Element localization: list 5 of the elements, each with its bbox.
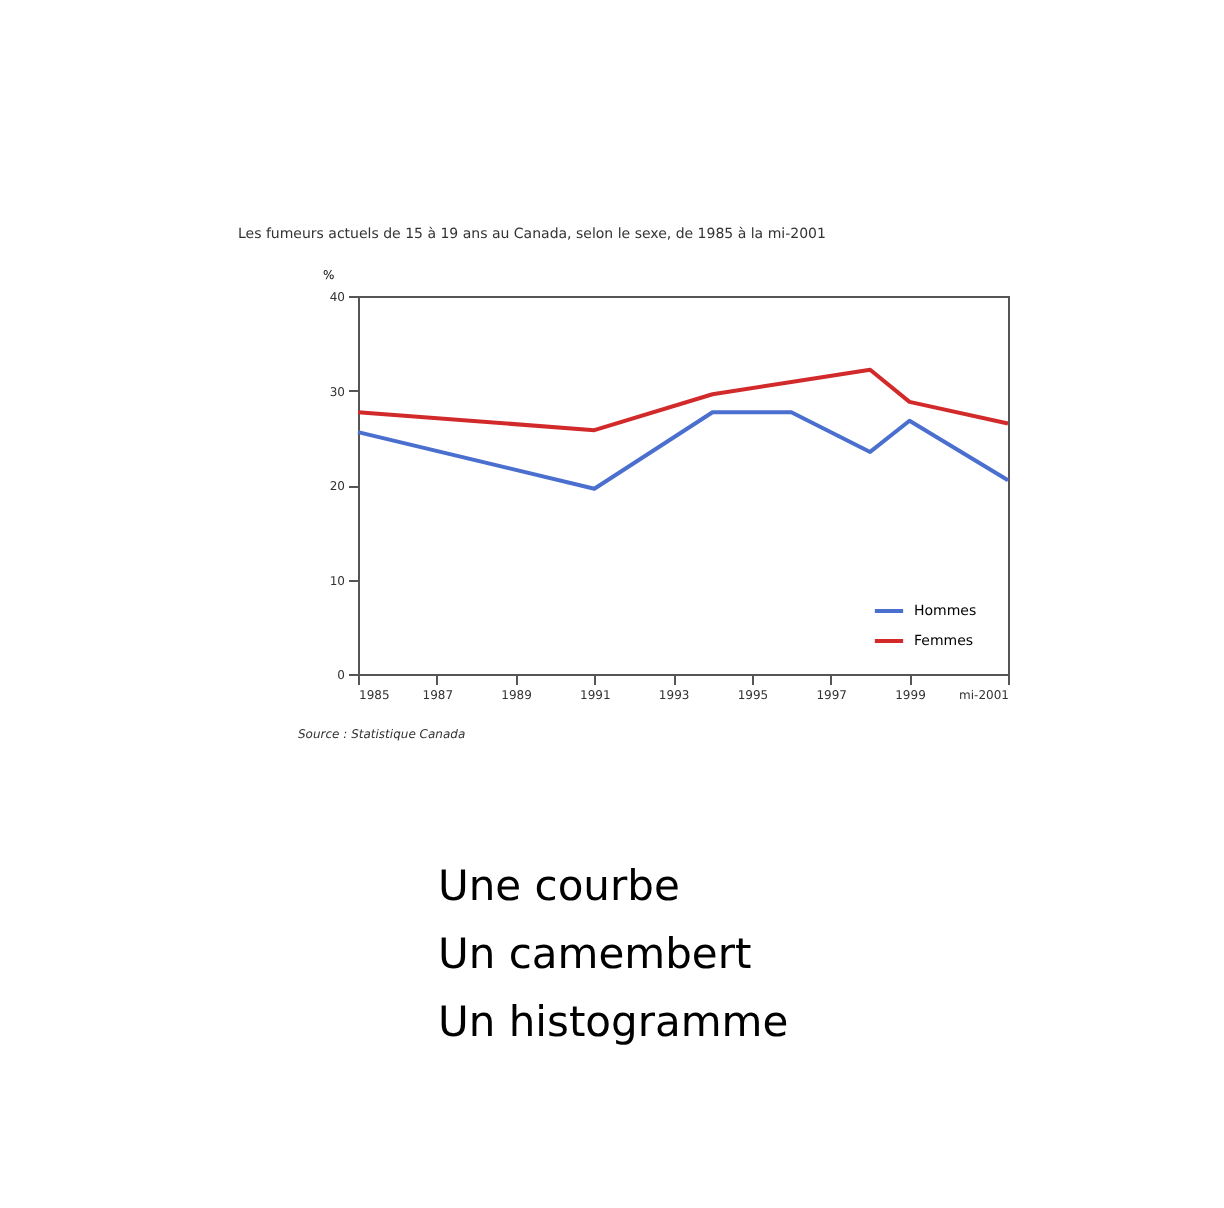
text: Un histogramme xyxy=(438,998,789,1046)
text: Un camembert xyxy=(438,930,752,978)
text: Une courbe xyxy=(438,862,680,910)
line-series xyxy=(356,367,1010,433)
line-series xyxy=(356,410,1010,491)
